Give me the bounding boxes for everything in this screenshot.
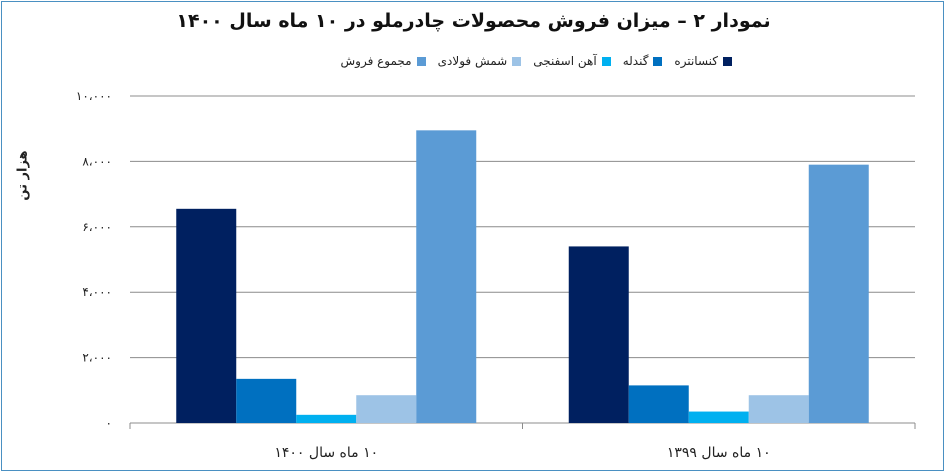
legend-item: مجموع فروش (341, 54, 426, 68)
legend-item: آهن اسفنجی (533, 54, 611, 68)
chart-title: نمودار ۲ – میزان فروش محصولات چادرملو در… (176, 10, 771, 32)
legend-item: شمش فولادی (438, 54, 522, 68)
y-tick-label: ۰ (106, 416, 112, 430)
legend-swatch (601, 56, 611, 66)
legend-label: گندله (622, 54, 649, 68)
legend-swatch (723, 56, 732, 66)
legend-item: کنسانتره (674, 54, 732, 68)
legend-label: مجموع فروش (340, 54, 412, 68)
bar (296, 414, 357, 423)
legend-swatch (416, 56, 426, 66)
bar (416, 130, 477, 423)
bar (628, 385, 689, 423)
bar (688, 411, 749, 423)
bar (176, 208, 237, 423)
bar (808, 164, 869, 424)
bar (748, 395, 809, 423)
y-tick-label: ۸،۰۰۰ (82, 154, 112, 168)
chart-legend: کنسانتره گندله آهن اسفنجی شمش فولادی مجموع ف… (341, 54, 732, 68)
y-tick-label: ۴،۰۰۰ (82, 285, 112, 299)
legend-swatch (653, 56, 663, 66)
x-category-label: ۱۰ ماه سال ۱۳۹۹ (667, 445, 771, 461)
legend-item: گندله (623, 54, 663, 68)
bar (236, 378, 297, 423)
legend-swatch (512, 56, 522, 66)
x-category-label: ۱۰ ماه سال ۱۴۰۰ (274, 445, 378, 461)
bar (356, 395, 417, 423)
y-tick-label: ۱۰،۰۰۰ (76, 89, 112, 103)
legend-label: کنسانتره (674, 54, 718, 68)
bar (568, 246, 629, 423)
y-tick-label: ۲،۰۰۰ (82, 351, 112, 365)
legend-label: آهن اسفنجی (533, 54, 597, 68)
legend-label: شمش فولادی (437, 54, 508, 68)
y-tick-label: ۶،۰۰۰ (82, 220, 112, 234)
